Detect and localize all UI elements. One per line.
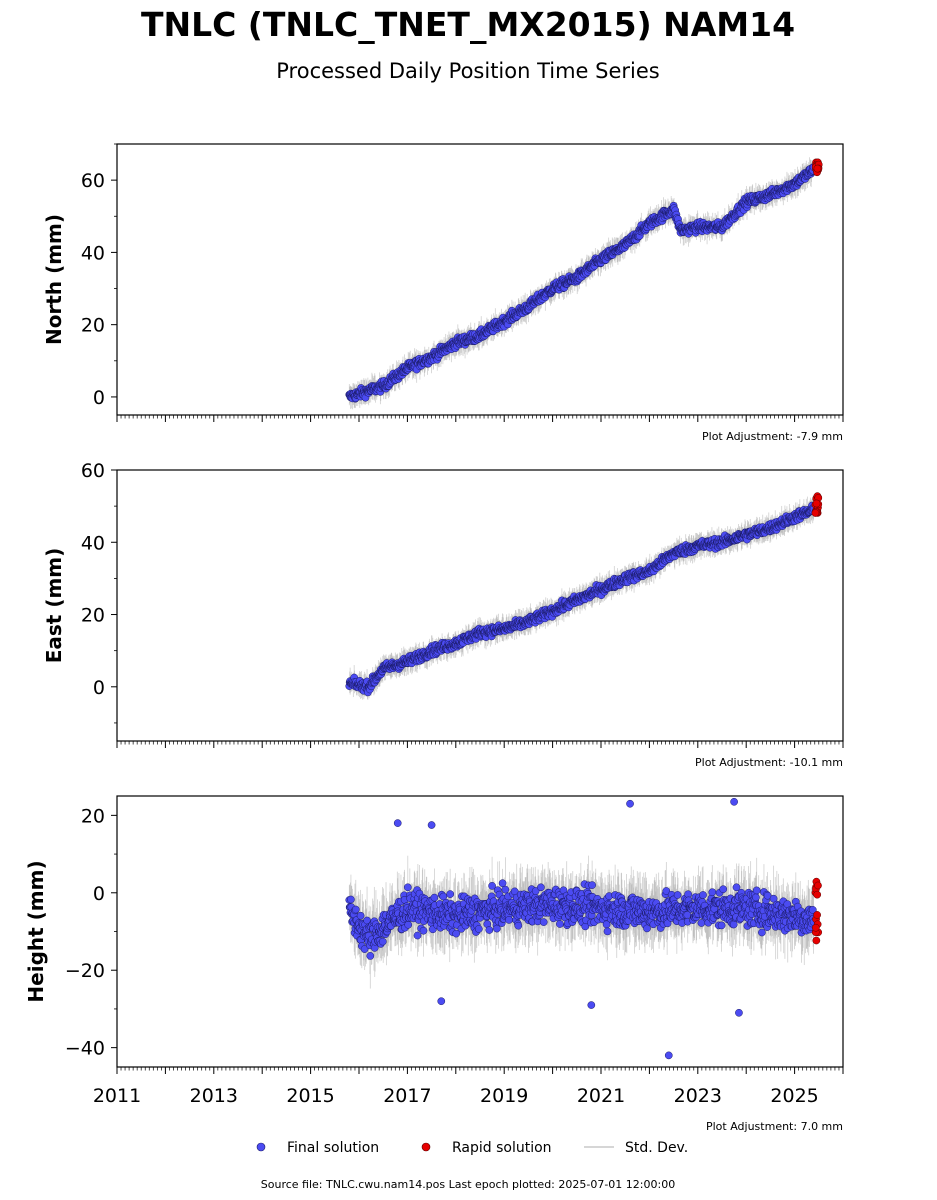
east-final-points — [345, 501, 818, 697]
y-tick-label: 20 — [81, 315, 105, 337]
y-tick-label: 40 — [81, 242, 105, 264]
north-panel: 0 20 40 60 North (mm) Plot Adjustment: -7.9 m… — [42, 143, 844, 443]
north-final-points — [345, 163, 818, 403]
y-tick-label: 0 — [93, 677, 105, 699]
rapid-point — [813, 164, 822, 173]
rapid-point — [812, 499, 821, 508]
figure-title: TNLC (TNLC_TNET_MX2015) NAM14 — [141, 5, 795, 44]
north-y-axis-label: North (mm) — [42, 214, 66, 345]
rapid-point — [811, 509, 820, 517]
y-tick-label: 0 — [93, 387, 105, 409]
y-tick-label: 60 — [81, 170, 105, 192]
north-plot-frame — [116, 143, 844, 416]
east-rapid-points — [811, 492, 823, 517]
y-tick-label: 40 — [81, 532, 105, 554]
east-plot-frame — [116, 469, 844, 742]
y-tick-label: 20 — [81, 605, 105, 627]
north-plot-adjustment: Plot Adjustment: -7.9 mm — [702, 430, 843, 443]
y-tick-label: 60 — [81, 460, 105, 482]
north-rapid-points — [811, 158, 823, 177]
figure-subtitle: Processed Daily Position Time Series — [276, 59, 660, 83]
